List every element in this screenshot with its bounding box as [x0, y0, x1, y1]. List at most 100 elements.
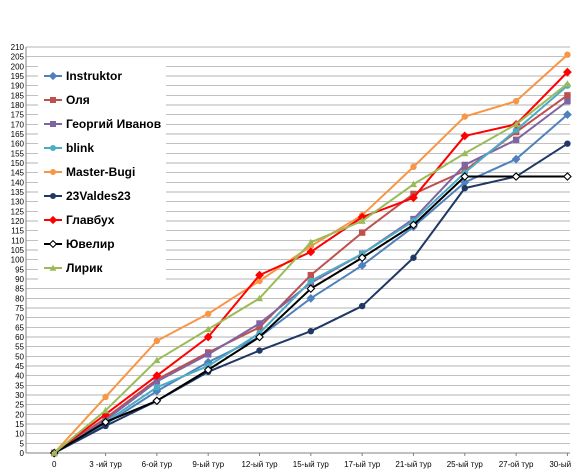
legend-label: Instruktor [66, 69, 122, 83]
data-point-marker [461, 149, 469, 157]
data-point-marker [152, 371, 162, 381]
y-tick-label: 205 [11, 53, 25, 62]
data-point-marker [563, 110, 572, 120]
y-tick-label: 175 [11, 111, 25, 120]
y-tick-label: 75 [15, 304, 24, 313]
y-tick-label: 80 [15, 294, 24, 303]
data-point-marker [102, 393, 109, 401]
y-tick-label: 135 [11, 188, 25, 197]
y-tick-label: 115 [11, 227, 24, 236]
x-tick-label: 25-ый тур [447, 460, 484, 469]
data-point-marker [306, 293, 316, 303]
data-point-marker [564, 92, 571, 99]
data-point-marker [256, 320, 263, 327]
y-tick-label: 65 [15, 323, 24, 332]
legend-label: Георгий Иванов [66, 117, 161, 131]
legend-item: Master-Bugi [44, 165, 135, 179]
data-point-marker [358, 302, 366, 310]
data-point-marker [307, 271, 315, 279]
data-point-marker [256, 277, 263, 285]
data-point-marker [255, 294, 264, 302]
data-point-marker [460, 131, 470, 141]
x-tick-label: 6-ой тур [142, 460, 173, 469]
legend-item: Ювелир [44, 237, 115, 251]
y-tick-label: 55 [15, 343, 24, 352]
series-8 [49, 172, 572, 458]
data-point-marker [564, 51, 571, 58]
data-point-marker [153, 356, 161, 364]
legend-label: Master-Bugi [66, 165, 135, 179]
y-tick-label: 150 [11, 159, 25, 168]
legend-item: Лирик [44, 261, 104, 275]
data-point-marker [50, 449, 58, 456]
data-point-marker [101, 417, 110, 427]
data-point-marker [409, 180, 418, 188]
series-9 [50, 80, 572, 456]
data-point-marker [203, 332, 213, 342]
y-axis-tick-labels: 0510152025303540455055606570758085909510… [11, 43, 25, 458]
legend-label: blink [66, 141, 94, 155]
data-point-marker [410, 254, 417, 261]
series-lines [49, 51, 572, 458]
y-tick-label: 5 [20, 439, 25, 448]
data-point-marker [204, 351, 212, 358]
y-tick-label: 70 [15, 314, 24, 323]
data-point-marker [307, 328, 315, 335]
data-point-marker [357, 253, 367, 263]
y-tick-label: 185 [11, 91, 25, 100]
data-point-marker [50, 121, 56, 127]
y-tick-label: 145 [11, 169, 25, 178]
data-point-marker [50, 145, 56, 151]
y-tick-label: 155 [11, 149, 25, 158]
data-point-marker [461, 113, 468, 120]
x-tick-label: 0 [52, 460, 57, 469]
data-point-marker [460, 172, 470, 181]
y-tick-label: 110 [11, 236, 24, 245]
legend-label: Главбух [66, 213, 115, 227]
y-tick-label: 0 [20, 449, 25, 458]
x-axis-tick-labels: 0 3 -ий тур 6-ой тур 9-ый тур 12-ый тур 15-ый… [52, 453, 573, 469]
data-point-marker [255, 270, 264, 280]
data-point-marker [153, 378, 161, 385]
data-point-marker [461, 184, 468, 192]
data-point-marker [306, 284, 316, 294]
legend-label: Оля [66, 93, 90, 107]
data-point-marker [409, 193, 418, 203]
data-point-marker [410, 163, 417, 171]
legend-item: blink [44, 141, 94, 155]
y-tick-label: 90 [15, 275, 24, 284]
y-tick-label: 50 [15, 352, 24, 361]
data-point-marker [511, 172, 521, 181]
y-tick-label: 200 [11, 62, 25, 71]
data-point-marker [50, 169, 56, 175]
data-point-marker [564, 97, 571, 105]
data-point-marker [564, 140, 571, 147]
data-point-marker [563, 67, 572, 77]
y-tick-label: 210 [11, 43, 25, 52]
data-point-marker [306, 247, 316, 257]
data-point-marker [512, 97, 520, 105]
x-tick-label: 17-ый тур [344, 460, 381, 469]
x-tick-label: 27-ой тур [499, 460, 534, 469]
data-point-marker [152, 396, 162, 406]
data-point-marker [307, 277, 315, 285]
y-tick-label: 160 [11, 140, 25, 149]
data-point-marker [358, 217, 366, 224]
legend-item: Георгий Иванов [44, 117, 161, 131]
data-point-marker [409, 220, 418, 230]
data-point-marker [357, 261, 367, 270]
y-tick-label: 130 [11, 198, 25, 207]
data-point-marker [49, 264, 57, 271]
x-tick-label: 3 -ий тур [89, 460, 122, 469]
data-point-marker [563, 80, 572, 87]
axes [25, 47, 570, 454]
data-point-marker [50, 193, 56, 199]
data-point-marker [256, 347, 263, 354]
data-point-marker [204, 325, 212, 333]
y-tick-label: 35 [15, 381, 24, 390]
legend: Instruktor Оля Георгий Иванов blink Master-B… [38, 63, 166, 283]
x-tick-label: 15-ый тур [293, 460, 330, 469]
y-tick-label: 190 [11, 82, 25, 91]
y-tick-label: 10 [15, 430, 24, 439]
